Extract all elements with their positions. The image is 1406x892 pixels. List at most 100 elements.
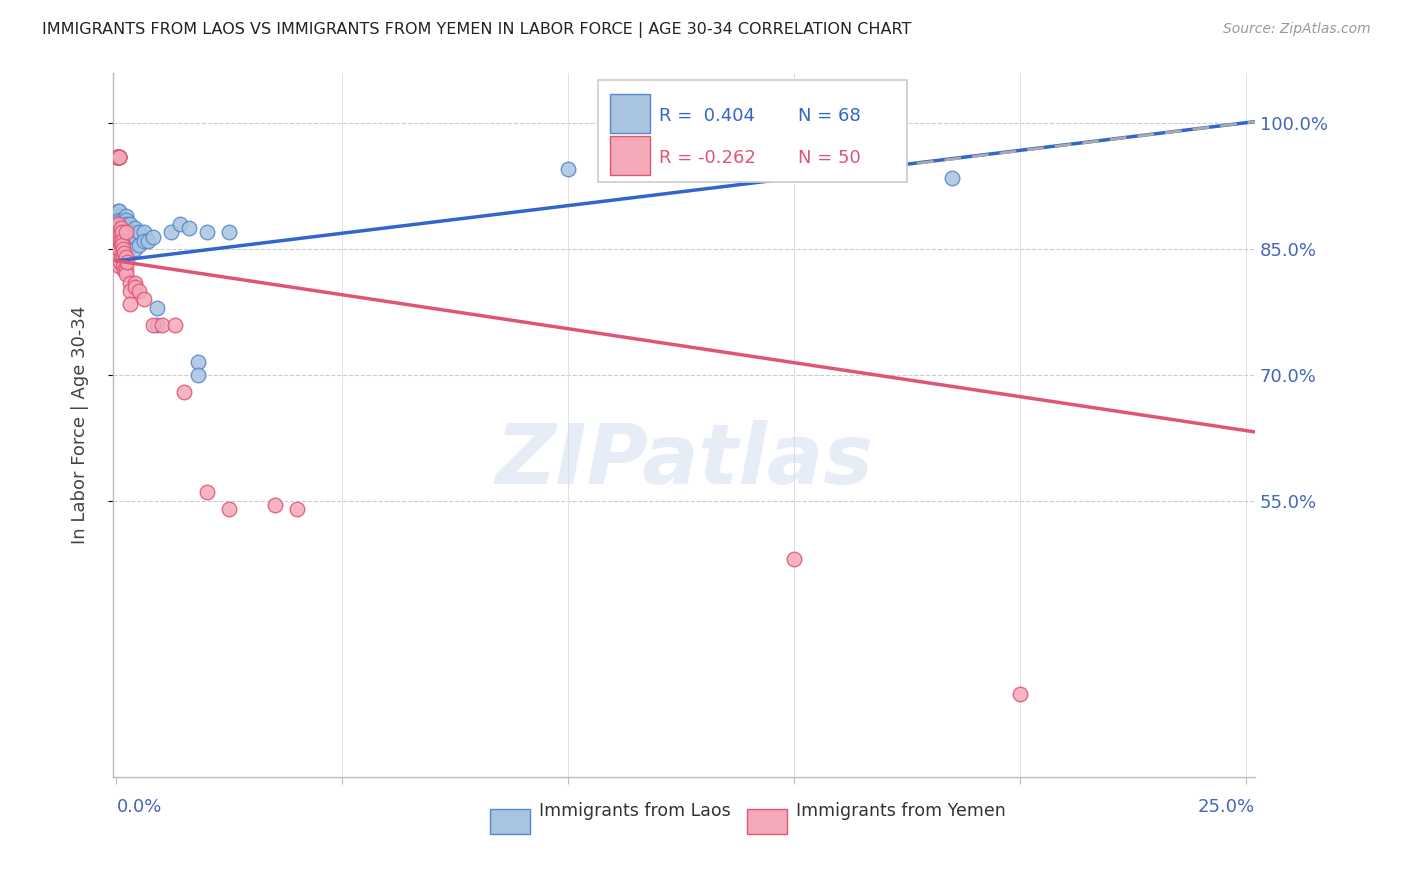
Point: [187, 355, 209, 369]
Point: [108, 259, 131, 273]
Point: [118, 217, 141, 231]
Point: [115, 225, 138, 239]
Point: [118, 296, 141, 310]
Point: [108, 217, 131, 231]
Point: [124, 276, 146, 290]
Text: ZIPatlas: ZIPatlas: [495, 420, 873, 501]
Point: [124, 221, 146, 235]
Point: [124, 280, 146, 294]
Text: IMMIGRANTS FROM LAOS VS IMMIGRANTS FROM YEMEN IN LABOR FORCE | AGE 30-34 CORRELA: IMMIGRANTS FROM LAOS VS IMMIGRANTS FROM …: [42, 22, 911, 38]
Point: [107, 212, 129, 227]
Text: Immigrants from Laos: Immigrants from Laos: [538, 802, 731, 821]
Point: [117, 229, 139, 244]
Point: [107, 150, 129, 164]
Point: [111, 212, 134, 227]
FancyBboxPatch shape: [747, 809, 786, 834]
Point: [115, 267, 138, 281]
Point: [136, 234, 159, 248]
Point: [107, 217, 129, 231]
Point: [110, 217, 132, 231]
Point: [128, 284, 150, 298]
Point: [108, 204, 131, 219]
Point: [117, 221, 139, 235]
Point: [132, 234, 155, 248]
Point: [195, 225, 218, 239]
Point: [173, 384, 195, 399]
Point: [107, 150, 129, 164]
Point: [132, 293, 155, 307]
Point: [107, 150, 129, 164]
Point: [112, 217, 135, 231]
Point: [107, 150, 129, 164]
Point: [128, 238, 150, 252]
Point: [128, 225, 150, 239]
Text: Source: ZipAtlas.com: Source: ZipAtlas.com: [1223, 22, 1371, 37]
Point: [107, 204, 129, 219]
Point: [1008, 687, 1031, 701]
Point: [112, 251, 135, 265]
Point: [110, 221, 132, 235]
Point: [118, 238, 141, 252]
Point: [169, 217, 191, 231]
Point: [108, 234, 131, 248]
Point: [108, 212, 131, 227]
Point: [108, 242, 131, 256]
Point: [159, 225, 181, 239]
Point: [124, 229, 146, 244]
FancyBboxPatch shape: [610, 136, 650, 175]
Point: [114, 221, 136, 235]
Point: [107, 150, 129, 164]
Point: [110, 221, 132, 235]
Point: [111, 234, 134, 248]
Point: [108, 225, 131, 239]
Point: [111, 238, 134, 252]
Point: [112, 263, 135, 277]
Point: [108, 150, 131, 164]
Point: [132, 225, 155, 239]
Point: [111, 225, 134, 239]
Point: [114, 212, 136, 227]
Point: [107, 150, 129, 164]
Point: [105, 150, 128, 164]
Point: [114, 221, 136, 235]
Point: [107, 150, 129, 164]
Point: [112, 221, 135, 235]
Text: N = 50: N = 50: [799, 149, 860, 167]
Point: [177, 221, 200, 235]
Point: [114, 229, 136, 244]
Point: [111, 242, 134, 256]
Point: [187, 368, 209, 382]
Point: [111, 225, 134, 239]
Point: [110, 251, 132, 265]
Point: [110, 217, 132, 231]
Text: Immigrants from Yemen: Immigrants from Yemen: [796, 802, 1005, 821]
Point: [112, 259, 135, 273]
Y-axis label: In Labor Force | Age 30-34: In Labor Force | Age 30-34: [72, 306, 89, 544]
Point: [218, 502, 240, 516]
Point: [107, 209, 129, 223]
Point: [107, 150, 129, 164]
Point: [107, 150, 129, 164]
Point: [218, 225, 240, 239]
Point: [107, 150, 129, 164]
Point: [115, 217, 138, 231]
Point: [108, 254, 131, 268]
Point: [146, 318, 169, 332]
Point: [146, 301, 169, 315]
Point: [107, 150, 129, 164]
Point: [105, 150, 128, 164]
Point: [114, 209, 136, 223]
Text: N = 68: N = 68: [799, 107, 860, 125]
Point: [111, 221, 134, 235]
Point: [108, 217, 131, 231]
Point: [165, 318, 187, 332]
Point: [118, 284, 141, 298]
Point: [110, 221, 132, 235]
Point: [263, 498, 285, 512]
Point: [150, 318, 173, 332]
Point: [112, 246, 135, 260]
Point: [783, 552, 806, 566]
Point: [112, 229, 135, 244]
Text: R = -0.262: R = -0.262: [659, 149, 755, 167]
Point: [114, 225, 136, 239]
